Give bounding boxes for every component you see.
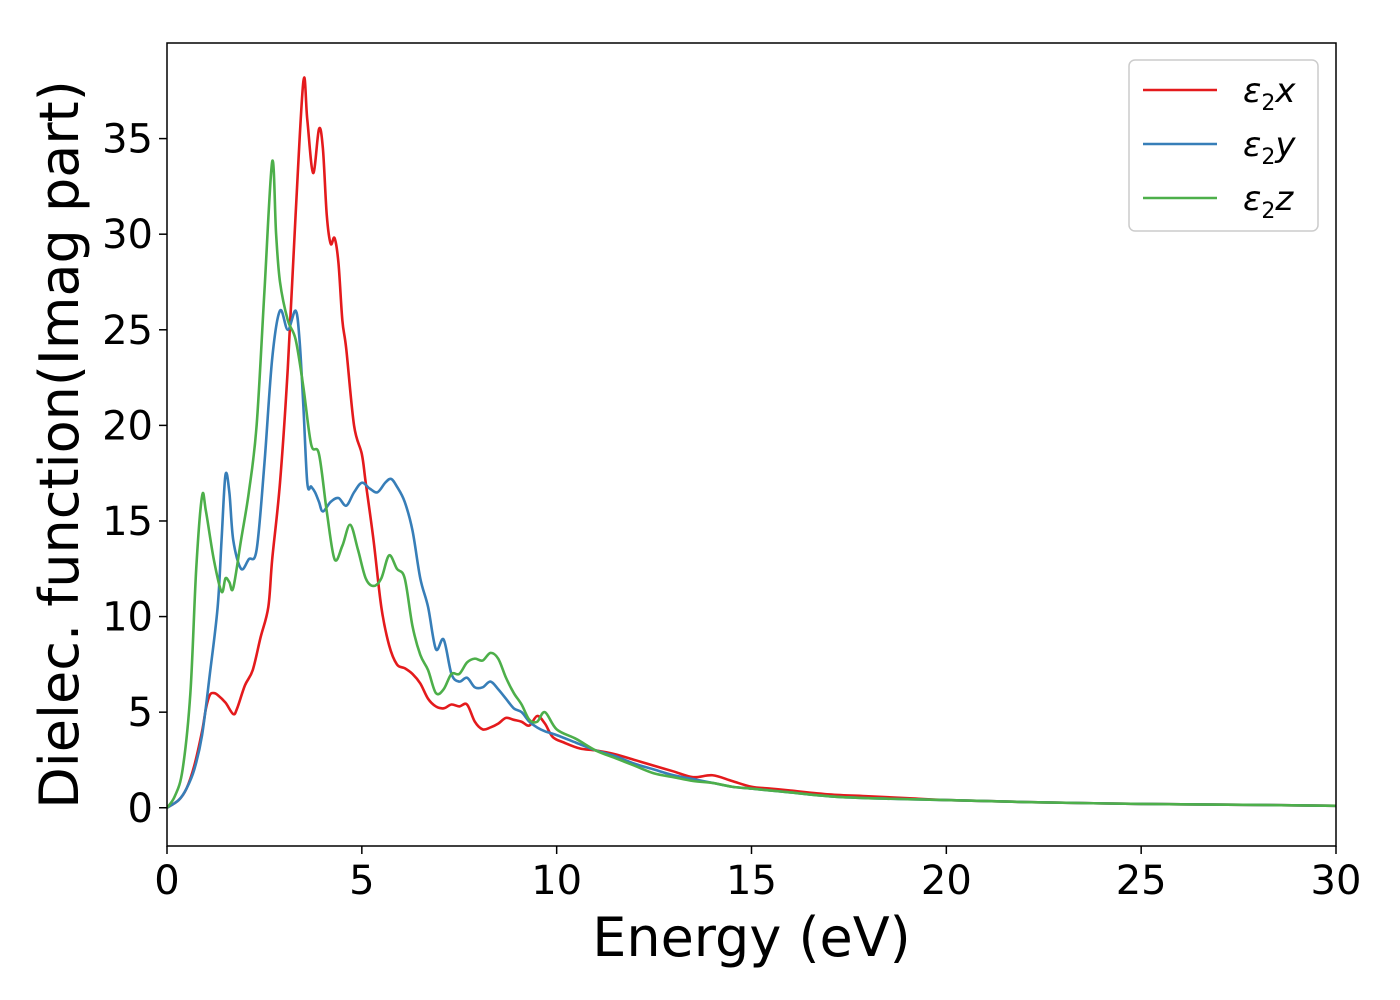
legend: ε2x ε2y ε2z xyxy=(1128,59,1319,232)
legend-label-x: ε2x xyxy=(1243,71,1296,116)
x-tick-label: 5 xyxy=(349,858,374,904)
y-tick-label: 0 xyxy=(128,786,153,832)
legend-label-z: ε2z xyxy=(1243,179,1294,224)
y-axis-label: Dielec. function(Imag part) xyxy=(28,80,91,809)
legend-box xyxy=(1128,59,1319,232)
series-layer xyxy=(167,76,1336,809)
legend-label-y: ε2y xyxy=(1243,125,1296,170)
y-tick-label: 20 xyxy=(102,403,153,449)
x-tick-label: 0 xyxy=(154,858,179,904)
x-axis-label: Energy (eV) xyxy=(592,906,911,969)
x-tick-label: 15 xyxy=(726,858,777,904)
y-tick-label: 30 xyxy=(102,212,153,258)
series-line-z xyxy=(167,159,1336,809)
y-tick-label: 35 xyxy=(102,117,153,163)
series-line-y xyxy=(167,308,1336,809)
x-tick-label: 10 xyxy=(531,858,582,904)
x-tick-label: 20 xyxy=(921,858,972,904)
x-tick-label: 25 xyxy=(1116,858,1167,904)
y-tick-label: 25 xyxy=(102,308,153,354)
y-axis: 0 5 10 15 20 25 30 35 xyxy=(102,117,167,832)
y-tick-label: 5 xyxy=(128,690,153,736)
series-line-x xyxy=(167,76,1336,809)
x-tick-label: 30 xyxy=(1311,858,1362,904)
x-axis: 0 5 10 15 20 25 30 xyxy=(154,846,1361,904)
y-tick-label: 15 xyxy=(102,499,153,545)
y-tick-label: 10 xyxy=(102,595,153,641)
